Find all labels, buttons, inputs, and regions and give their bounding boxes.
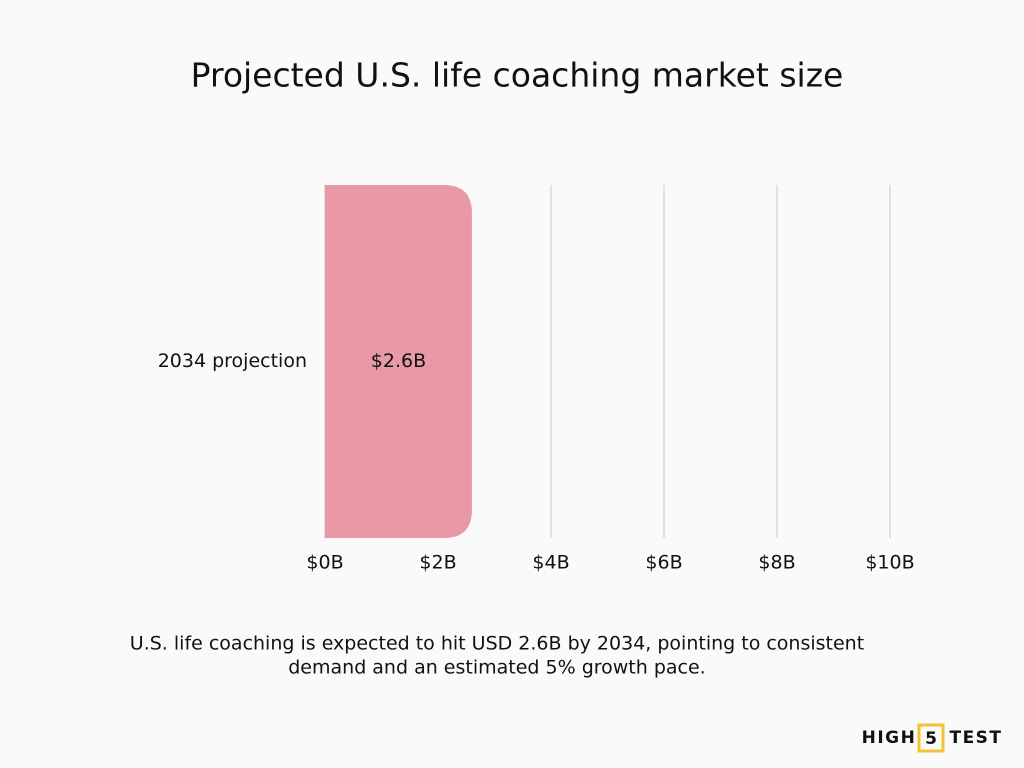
x-tick-label: $6B [645,552,682,574]
brand-text: TEST [949,728,1002,748]
brand-text: HIGH [862,728,917,748]
brand-logo: HIGH 5 TEST [862,723,1002,753]
value-label: $2.6B [371,350,426,372]
x-tick-label: $0B [306,552,343,574]
brand-box [917,723,945,753]
x-tick-label: $10B [865,552,914,574]
x-tick-label: $4B [532,552,569,574]
x-tick-label: $8B [758,552,795,574]
y-tick-label: 2034 projection [158,350,307,372]
caption-line: demand and an estimated 5% growth pace. [288,657,705,679]
x-tick-label: $2B [419,552,456,574]
caption-line: U.S. life coaching is expected to hit US… [130,633,864,655]
chart-title: Projected U.S. life coaching market size [191,56,844,95]
brand-text: 5 [925,729,937,749]
bar [325,185,472,538]
